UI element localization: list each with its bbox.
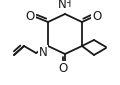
Text: O: O xyxy=(25,10,35,23)
Text: H: H xyxy=(64,0,72,9)
Text: O: O xyxy=(92,10,102,23)
Text: N: N xyxy=(58,0,66,11)
Text: N: N xyxy=(39,45,47,58)
Text: O: O xyxy=(58,62,68,74)
